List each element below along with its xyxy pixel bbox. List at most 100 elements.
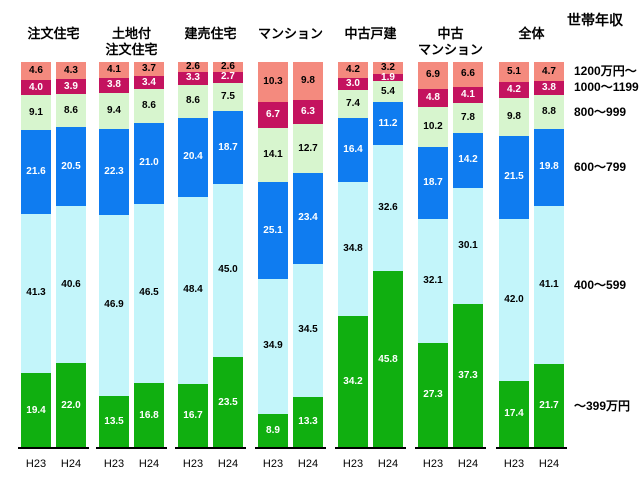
bar-segment: 8.6 xyxy=(56,94,86,128)
segment-value-label: 16.8 xyxy=(139,409,159,421)
segment-value-label: 48.4 xyxy=(183,284,203,296)
stacked-bar: 6.6 4.1 7.8 14.2 30.1 37.3 xyxy=(453,61,483,448)
segment-value-label: 14.1 xyxy=(263,148,283,160)
x-axis-label: H24 xyxy=(60,458,82,470)
bar-segment: 41.1 xyxy=(534,205,564,365)
segment-value-label: 2.7 xyxy=(221,71,235,83)
bar-segment: 8.9 xyxy=(258,413,288,448)
bar-segment: 6.6 xyxy=(453,61,483,88)
segment-value-label: 3.3 xyxy=(186,72,200,84)
segment-value-label: 18.7 xyxy=(218,141,238,153)
segment-value-label: 7.4 xyxy=(346,98,360,110)
legend-label: 600～799 xyxy=(574,160,627,174)
bar-segment: 34.8 xyxy=(338,181,368,316)
bar-segment: 7.5 xyxy=(213,82,243,112)
bar-segment: 46.9 xyxy=(99,214,129,396)
segment-value-label: 8.9 xyxy=(266,424,280,436)
segment-value-label: 45.8 xyxy=(378,353,398,365)
segment-value-label: 34.5 xyxy=(298,324,318,336)
bar-group: 全体 5.1 4.2 9.8 21.5 42.0 17.4 H23 4.7 3.8 8.8 19.8 4… xyxy=(496,0,567,478)
segment-value-label: 19.8 xyxy=(539,161,559,173)
segment-value-label: 20.5 xyxy=(61,160,81,172)
bar-segment: 14.1 xyxy=(258,127,288,183)
segment-value-label: 6.7 xyxy=(266,108,280,120)
bar-segment: 21.6 xyxy=(21,130,51,214)
bar-segment: 18.7 xyxy=(418,146,448,219)
segment-value-label: 9.4 xyxy=(107,104,121,116)
axis-line xyxy=(415,447,486,449)
segment-value-label: 16.7 xyxy=(183,409,203,421)
segment-value-label: 32.6 xyxy=(378,202,398,214)
segment-value-label: 23.5 xyxy=(218,396,238,408)
bar-segment: 23.4 xyxy=(293,173,323,264)
bar-segment: 30.1 xyxy=(453,187,483,305)
bar-segment: 41.3 xyxy=(21,213,51,374)
stacked-bar: 4.3 3.9 8.6 20.5 40.6 22.0 xyxy=(56,62,86,448)
legend-label: 400～599 xyxy=(574,278,627,292)
x-axis-label: H24 xyxy=(138,458,160,470)
bar-segment: 16.4 xyxy=(338,118,368,182)
group-label: 全体 xyxy=(518,26,545,41)
segment-value-label: 21.5 xyxy=(504,171,524,183)
segment-value-label: 9.1 xyxy=(29,106,43,118)
bar-segment: 8.8 xyxy=(534,95,564,130)
bar-segment: 4.1 xyxy=(99,62,129,78)
stacked-bar: 9.8 6.3 12.7 23.4 34.5 13.3 xyxy=(293,62,323,448)
income-legend: 1200万円～ 1000～1199 800～999 600～799 400～599 ～39… xyxy=(574,0,640,478)
stacked-bar: 3.2 1.9 5.4 11.2 32.6 45.8 xyxy=(373,61,403,448)
segment-value-label: 6.3 xyxy=(301,106,315,118)
bar-segment: 9.1 xyxy=(21,95,51,131)
group-label: 中古 マンション xyxy=(417,26,483,57)
segment-value-label: 40.6 xyxy=(61,278,81,290)
bar-segment: 4.3 xyxy=(56,62,86,80)
bar-segment: 46.5 xyxy=(134,203,164,384)
stacked-bar: 2.6 2.7 7.5 18.7 45.0 23.5 xyxy=(213,62,243,448)
bar-segment: 32.6 xyxy=(373,145,403,272)
bar-segment: 3.2 xyxy=(373,61,403,75)
bar-segment: 4.8 xyxy=(418,88,448,108)
segment-value-label: 27.3 xyxy=(423,389,443,401)
group-label: マンション xyxy=(257,26,323,41)
segment-value-label: 41.3 xyxy=(26,287,46,299)
bar-segment: 22.3 xyxy=(99,128,129,215)
segment-value-label: 10.2 xyxy=(423,120,443,132)
bar-segment: 45.8 xyxy=(373,271,403,448)
segment-value-label: 4.8 xyxy=(426,91,440,103)
axis-line xyxy=(255,447,326,449)
bar-segment: 5.1 xyxy=(499,62,529,82)
segment-value-label: 4.7 xyxy=(542,65,556,77)
segment-value-label: 3.8 xyxy=(542,81,556,93)
x-axis-label: H23 xyxy=(103,458,125,470)
bar-segment: 27.3 xyxy=(418,342,448,448)
bar-segment: 42.0 xyxy=(499,218,529,381)
bar-segment: 17.4 xyxy=(499,380,529,448)
segment-value-label: 4.1 xyxy=(461,89,475,101)
segment-value-label: 8.6 xyxy=(64,104,78,116)
segment-value-label: 3.8 xyxy=(107,79,121,91)
bar-segment: 3.3 xyxy=(178,72,208,85)
bar-segment: 7.8 xyxy=(453,102,483,134)
stacked-bar: 4.6 4.0 9.1 21.6 41.3 19.4 xyxy=(21,62,51,448)
segment-value-label: 34.2 xyxy=(343,376,363,387)
stacked-bar: 4.1 3.8 9.4 22.3 46.9 13.5 xyxy=(99,62,129,448)
axis-line xyxy=(96,447,167,449)
bar-segment: 34.9 xyxy=(258,278,288,414)
bar-segment: 4.2 xyxy=(499,81,529,98)
axis-line xyxy=(18,447,89,449)
x-axis-label: H24 xyxy=(538,458,560,470)
x-axis-label: H24 xyxy=(217,458,239,470)
segment-value-label: 3.0 xyxy=(346,78,360,90)
segment-value-label: 22.0 xyxy=(61,399,81,411)
x-axis-label: H23 xyxy=(503,458,525,470)
bar-segment: 11.2 xyxy=(373,102,403,146)
x-axis-label: H23 xyxy=(262,458,284,470)
bar-segment: 14.2 xyxy=(453,133,483,188)
bar-group: 中古戸建 4.2 3.0 7.4 16.4 34.8 34.2 H23 3.2 1.9 5.4 11.… xyxy=(335,0,406,478)
segment-value-label: 12.7 xyxy=(298,142,318,154)
bar-segment: 6.3 xyxy=(293,99,323,125)
stacked-bar: 4.2 3.0 7.4 16.4 34.8 34.2 xyxy=(338,62,368,448)
segment-value-label: 7.8 xyxy=(461,111,475,123)
x-axis-label: H23 xyxy=(422,458,444,470)
bar-segment: 37.3 xyxy=(453,304,483,448)
segment-value-label: 18.7 xyxy=(423,176,443,188)
